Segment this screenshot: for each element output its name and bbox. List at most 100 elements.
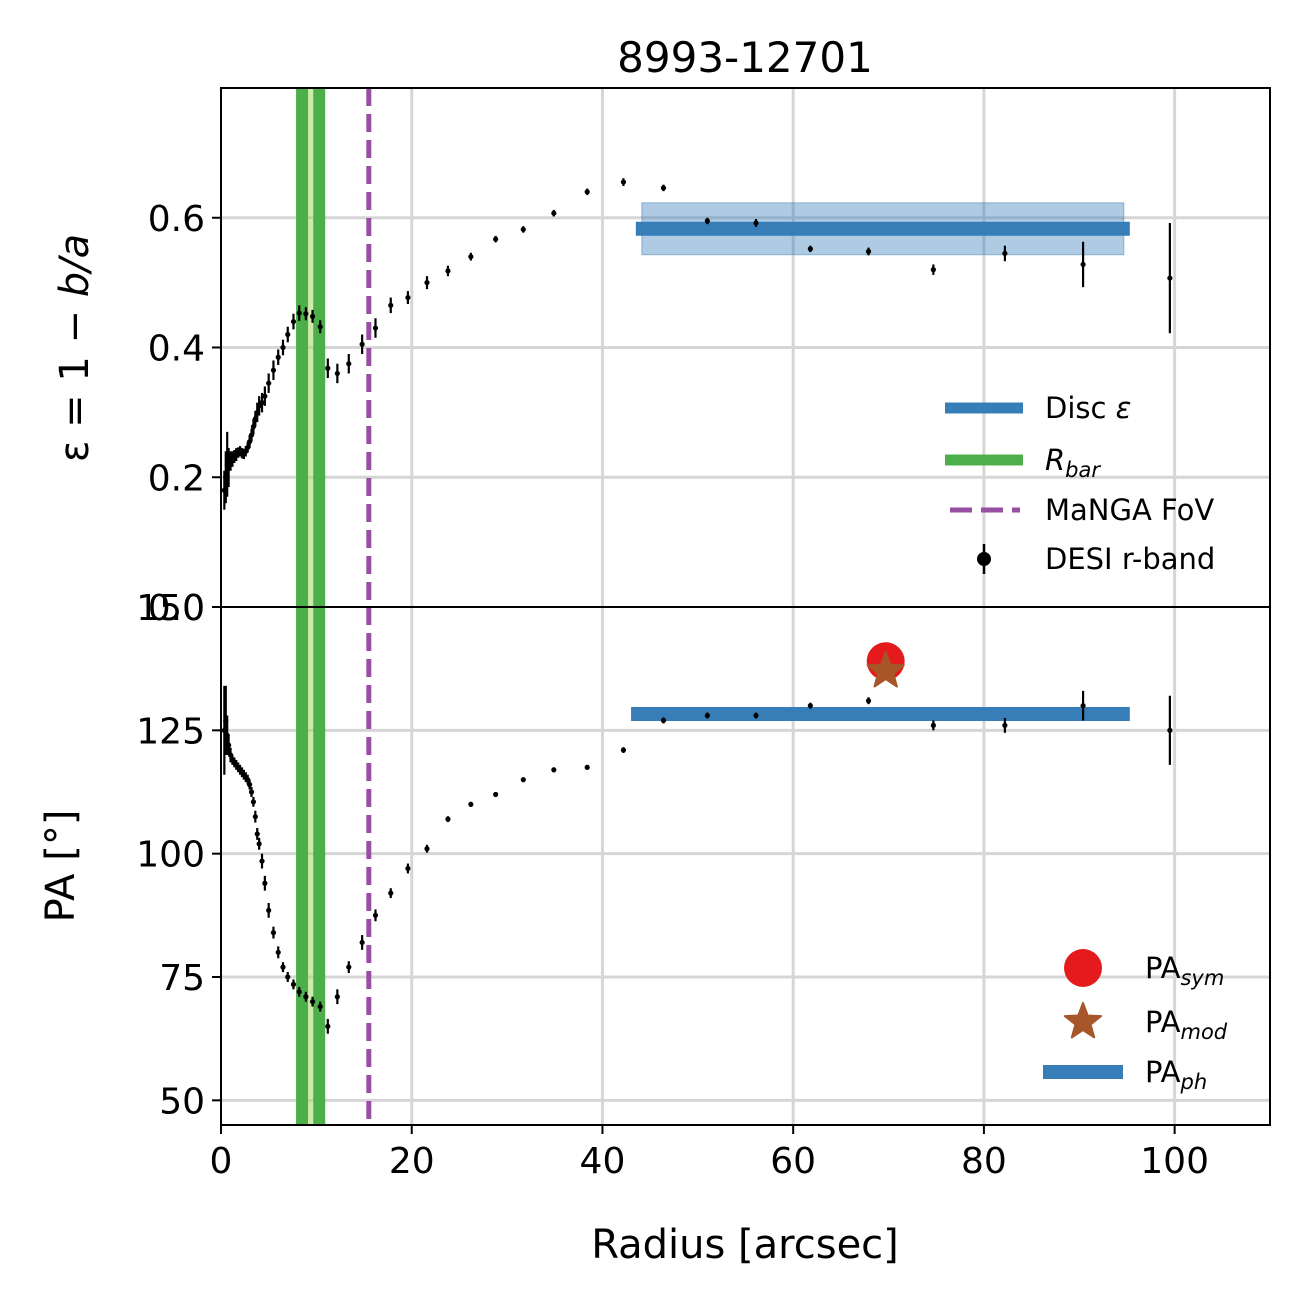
data-point bbox=[930, 722, 936, 729]
top-legend-entry-3-swatch bbox=[977, 552, 991, 566]
data-point bbox=[280, 344, 286, 351]
data-point bbox=[865, 698, 872, 704]
top-y-label-main: ε = 1 − bbox=[52, 297, 98, 462]
data-point bbox=[388, 302, 394, 308]
top-points bbox=[221, 178, 1173, 510]
data-point bbox=[359, 939, 365, 946]
data-point bbox=[317, 324, 323, 330]
bottom-legend-entry-1-label-sub: mod bbox=[1180, 1020, 1227, 1044]
bottom-legend-entry-1-label: PAmod bbox=[1145, 1005, 1228, 1044]
data-point bbox=[865, 248, 872, 255]
data-point bbox=[493, 236, 499, 242]
data-point bbox=[1167, 727, 1173, 733]
y-tick-label: 100 bbox=[136, 835, 205, 876]
data-point bbox=[334, 370, 340, 377]
data-point bbox=[1002, 722, 1008, 729]
data-point bbox=[753, 712, 759, 719]
data-point bbox=[704, 218, 710, 224]
data-point bbox=[262, 880, 268, 886]
x-axis-label: Radius [arcsec] bbox=[591, 1222, 899, 1268]
data-point bbox=[285, 974, 291, 980]
data-point bbox=[1080, 703, 1086, 709]
data-point bbox=[275, 949, 281, 955]
data-point bbox=[256, 841, 262, 847]
data-point bbox=[1080, 261, 1086, 268]
data-point bbox=[424, 846, 430, 852]
data-point bbox=[520, 777, 526, 783]
top-y-label-italic: b/a bbox=[52, 234, 98, 297]
data-point bbox=[660, 185, 667, 191]
x-tick-label: 100 bbox=[1140, 1141, 1209, 1182]
data-point bbox=[270, 930, 277, 936]
chart-title: 8993-12701 bbox=[617, 33, 873, 82]
data-point bbox=[807, 703, 813, 709]
y-tick-label: 0.2 bbox=[148, 458, 205, 499]
bottom-legend-entry-2-label-sub: ph bbox=[1179, 1070, 1207, 1094]
bottom-legend-entry-2-label: PAph bbox=[1145, 1055, 1207, 1094]
bottom-legend-entry-0-label: PAsym bbox=[1145, 951, 1224, 990]
y-tick-label: 0.6 bbox=[148, 199, 205, 240]
bottom-points bbox=[221, 642, 1173, 1034]
top-legend-entry-2-label-text: MaNGA FoV bbox=[1045, 493, 1214, 527]
data-point bbox=[266, 907, 272, 914]
data-point bbox=[247, 782, 253, 788]
data-point bbox=[388, 890, 394, 896]
data-point bbox=[285, 331, 291, 338]
data-point bbox=[807, 246, 813, 252]
top-legend-entry-1-label-italic: R bbox=[1045, 443, 1065, 477]
bottom-legend-entry-1-swatch bbox=[1063, 1002, 1103, 1039]
top-legend-entry-1-label: Rbar bbox=[1045, 443, 1101, 482]
data-point bbox=[303, 994, 309, 1000]
top-legend-entry-0-label-text: Disc bbox=[1045, 391, 1116, 425]
top-legend-entry-1-label-sub: bar bbox=[1065, 458, 1101, 482]
data-point bbox=[275, 354, 281, 360]
bottom-legend-entry-0-label-text: PA bbox=[1145, 951, 1181, 985]
y-tick-label: 125 bbox=[136, 711, 205, 752]
data-point bbox=[584, 189, 590, 195]
pa-mod-marker bbox=[866, 651, 905, 688]
data-point bbox=[270, 367, 277, 373]
y-tick-label: 75 bbox=[159, 958, 205, 999]
data-point bbox=[930, 267, 936, 273]
data-point bbox=[405, 865, 411, 872]
data-point bbox=[317, 1004, 323, 1010]
x-tick-label: 0 bbox=[210, 1141, 233, 1182]
bottom-marks bbox=[296, 607, 1130, 1125]
data-point bbox=[704, 712, 710, 719]
bottom-y-axis-label: PA [°] bbox=[38, 810, 84, 923]
data-point bbox=[259, 400, 265, 406]
data-point bbox=[248, 789, 255, 795]
data-point bbox=[303, 311, 309, 317]
data-point bbox=[1167, 275, 1173, 281]
data-point bbox=[1002, 250, 1008, 257]
data-point bbox=[226, 742, 232, 748]
data-point bbox=[309, 999, 316, 1005]
data-point bbox=[551, 210, 557, 216]
y-tick-label: 150 bbox=[136, 588, 205, 629]
data-point bbox=[468, 254, 474, 260]
data-point bbox=[325, 365, 331, 371]
data-point bbox=[309, 313, 316, 319]
top-legend: Disc ε Rbar MaNGA FoV DESI r-band bbox=[945, 391, 1215, 576]
top-legend-entry-2-label: MaNGA FoV bbox=[1045, 493, 1214, 527]
data-point bbox=[520, 226, 526, 233]
y-tick-label: 50 bbox=[159, 1081, 205, 1122]
data-point bbox=[372, 912, 379, 918]
data-point bbox=[334, 994, 340, 1000]
top-legend-entry-0-label: Disc ε bbox=[1045, 391, 1131, 425]
bottom-grid bbox=[221, 607, 1270, 1125]
data-point bbox=[424, 280, 430, 286]
x-tick-label: 80 bbox=[961, 1141, 1007, 1182]
data-point bbox=[325, 1023, 331, 1029]
data-point bbox=[250, 799, 257, 805]
data-point bbox=[584, 764, 590, 770]
x-tick-label: 40 bbox=[580, 1141, 626, 1182]
top-grid bbox=[221, 88, 1270, 607]
data-point bbox=[405, 294, 411, 301]
bottom-frame bbox=[220, 606, 1271, 1126]
data-point bbox=[620, 179, 627, 185]
bottom-panel: 0 20 40 60 80 100 50 75 100 125 150 PA [°] Radius … bbox=[38, 588, 1271, 1268]
bottom-legend-entry-0-label-sub: sym bbox=[1180, 966, 1224, 990]
